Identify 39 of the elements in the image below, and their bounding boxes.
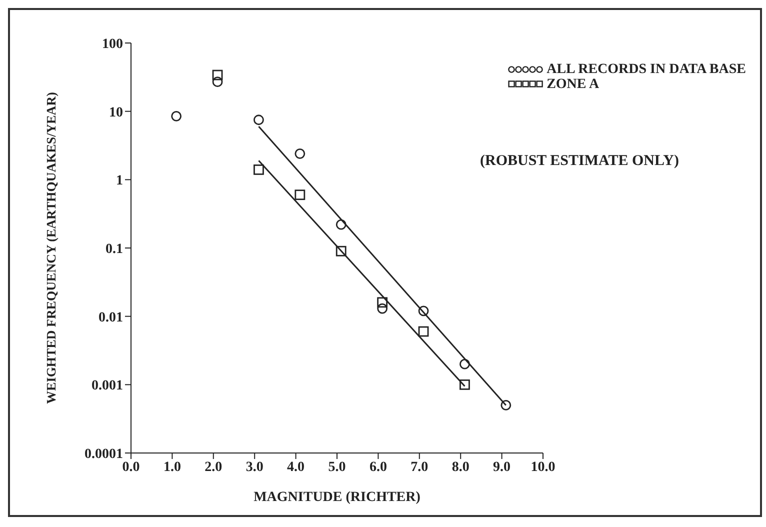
y-tick-label: 0.0001	[84, 446, 123, 462]
legend-label: ZONE A	[546, 77, 600, 92]
y-tick-label: 0.01	[98, 310, 123, 326]
y-tick-label: 1	[116, 174, 123, 189]
annotation: (ROBUST ESTIMATE ONLY)	[480, 153, 679, 170]
point	[418, 306, 429, 316]
point	[460, 379, 470, 390]
point	[500, 400, 512, 410]
point	[377, 303, 388, 314]
point	[294, 190, 306, 200]
x-tick-label: 7.0	[410, 460, 428, 475]
point	[254, 164, 264, 175]
point	[212, 76, 223, 88]
x-tick-label: 8.0	[452, 460, 470, 475]
x-tick-label: 4.0	[287, 460, 305, 475]
y-axis-title: WEIGHTED FREQUENCY (EARTHQUAKES/YEAR)	[44, 92, 59, 404]
point	[212, 70, 223, 80]
point	[418, 326, 429, 337]
point	[336, 246, 346, 256]
point	[254, 114, 264, 126]
x-tick-label: 3.0	[246, 460, 264, 475]
x-tick-label: 10.0	[530, 460, 556, 475]
point	[294, 148, 306, 159]
x-tick-label: 2.0	[204, 460, 222, 475]
y-tick-label: 10	[109, 105, 123, 120]
x-tick-label: 0.0	[122, 460, 140, 475]
x-tick-label: 6.0	[369, 460, 387, 475]
x-tick-label: 5.0	[328, 460, 346, 475]
x-tick-label: 9.0	[493, 460, 511, 475]
point	[460, 358, 470, 370]
y-tick-label: 100	[102, 36, 123, 52]
point	[336, 219, 346, 230]
legend-label: ALL RECORDS IN DATA BASE	[546, 62, 746, 77]
point	[377, 297, 388, 308]
y-tick-label: 0.001	[92, 378, 123, 394]
y-tick-label: 0.1	[106, 242, 123, 257]
point	[171, 110, 182, 122]
x-axis-title: MAGNITUDE (RICHTER)	[254, 490, 421, 505]
x-tick-label: 1.0	[163, 460, 181, 475]
